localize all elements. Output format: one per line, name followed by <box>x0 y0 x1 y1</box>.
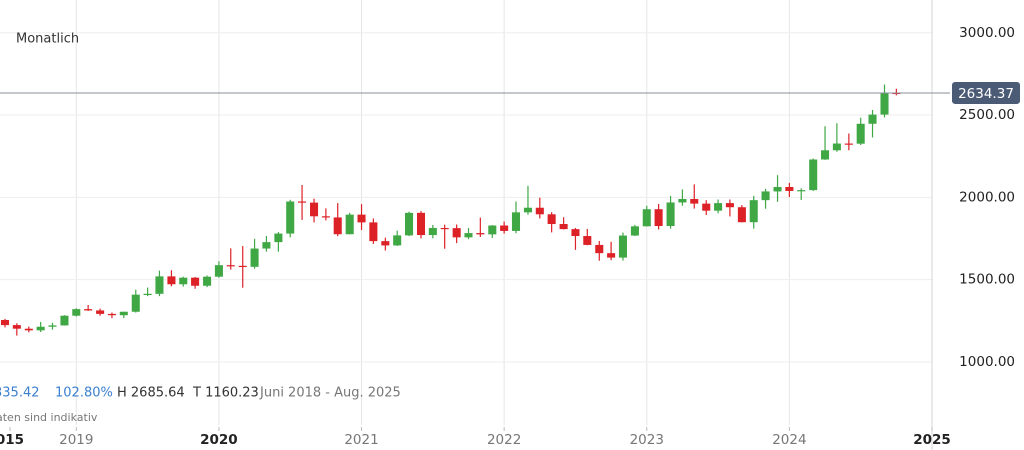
x-tick-label: 2022 <box>487 432 521 448</box>
candle-body <box>274 233 283 243</box>
candle-body <box>797 190 806 192</box>
last-price-label: 2634.37 <box>958 86 1014 102</box>
y-tick-label: 1000.00 <box>959 354 1015 370</box>
candle-body <box>357 214 366 223</box>
candle-body <box>36 326 45 331</box>
candle-body <box>72 309 81 316</box>
x-tick-label: 2019 <box>59 432 93 448</box>
candle-body <box>725 203 734 208</box>
candle-body <box>381 241 390 246</box>
interval-label[interactable]: Monatlich <box>16 32 79 47</box>
candle-body <box>440 227 449 230</box>
candle-body <box>773 186 782 192</box>
candle-body <box>333 217 342 235</box>
candle-body <box>405 212 414 236</box>
candle-body <box>143 293 152 296</box>
candle-body <box>749 200 758 223</box>
candle-body <box>167 276 176 285</box>
candle-body <box>737 207 746 223</box>
candle-body <box>547 214 556 225</box>
candle-body <box>868 114 877 124</box>
candle-body <box>678 199 687 203</box>
x-tick-label: 2024 <box>772 432 806 448</box>
candle-body <box>310 202 319 217</box>
candle-body <box>559 224 568 230</box>
candle-body <box>179 277 188 285</box>
x-tick-label: 2021 <box>344 432 378 448</box>
y-tick-label: 1500.00 <box>959 272 1015 288</box>
x-tick-label: 015 <box>0 432 24 448</box>
candle-body <box>535 207 544 215</box>
candle-body <box>203 276 212 286</box>
candle-body <box>24 328 33 331</box>
disclaimer: aten sind indikativ <box>0 411 98 424</box>
candle-body <box>369 222 378 242</box>
candle-body <box>214 265 223 277</box>
candle-body <box>0 319 10 326</box>
candle-body <box>595 244 604 254</box>
candle-body <box>262 242 271 249</box>
candle-body <box>464 233 473 238</box>
candle-body <box>844 143 853 145</box>
x-tick-label: 2020 <box>200 432 238 448</box>
candle-body <box>238 265 247 268</box>
candle-body <box>345 214 354 235</box>
x-tick-label: 2025 <box>913 432 951 448</box>
candle-body <box>476 233 485 235</box>
candle-body <box>666 202 675 226</box>
y-tick-label: 2500.00 <box>959 107 1015 123</box>
candle-body <box>488 225 497 235</box>
candle-body <box>832 143 841 151</box>
candle-body <box>880 92 889 115</box>
candle-body <box>571 229 580 237</box>
last-price-badge <box>952 81 1020 104</box>
candle-body <box>785 186 794 191</box>
candle-body <box>250 248 259 267</box>
candle-body <box>12 325 21 329</box>
change-value: 335.42 <box>0 386 40 401</box>
change-percent: 102.80% <box>55 386 113 401</box>
candle-body <box>60 315 69 326</box>
candle-body <box>809 159 818 191</box>
candle-body <box>298 201 307 203</box>
candle-body <box>416 212 426 236</box>
candle-body <box>630 226 639 236</box>
candle-body <box>607 253 616 258</box>
candle-body <box>286 201 295 234</box>
candle-body <box>155 276 164 294</box>
x-tick-label: 2023 <box>630 432 664 448</box>
candle-body <box>107 313 116 316</box>
candle-body <box>428 227 437 236</box>
candle-body <box>618 235 627 258</box>
candle-body <box>84 309 93 311</box>
candle-body <box>642 209 651 227</box>
candle-body <box>702 203 711 211</box>
candle-body <box>654 209 663 226</box>
candle-body <box>96 310 105 314</box>
y-tick-label: 3000.00 <box>959 25 1015 41</box>
y-tick-label: 2000.00 <box>959 189 1015 205</box>
candle-body <box>393 235 402 246</box>
high-stat: H 2685.64 <box>117 386 185 401</box>
candle-body <box>452 228 461 238</box>
candle-body <box>523 207 532 213</box>
candle-body <box>226 265 235 267</box>
candle-body <box>131 294 140 312</box>
date-range: Juni 2018 - Aug. 2025 <box>259 386 401 401</box>
candle-body <box>191 277 200 286</box>
candle-body <box>119 311 128 316</box>
candle-body <box>714 203 723 211</box>
candle-body <box>856 123 865 144</box>
candle-body <box>690 199 699 204</box>
candle-body <box>500 225 509 231</box>
candle-body <box>48 325 57 327</box>
candle-body <box>761 191 770 201</box>
low-stat: T 1160.23 <box>192 386 259 401</box>
candle-body <box>321 216 330 218</box>
candle-body <box>583 236 592 245</box>
candle-body <box>511 212 521 231</box>
candle-body <box>821 150 830 160</box>
